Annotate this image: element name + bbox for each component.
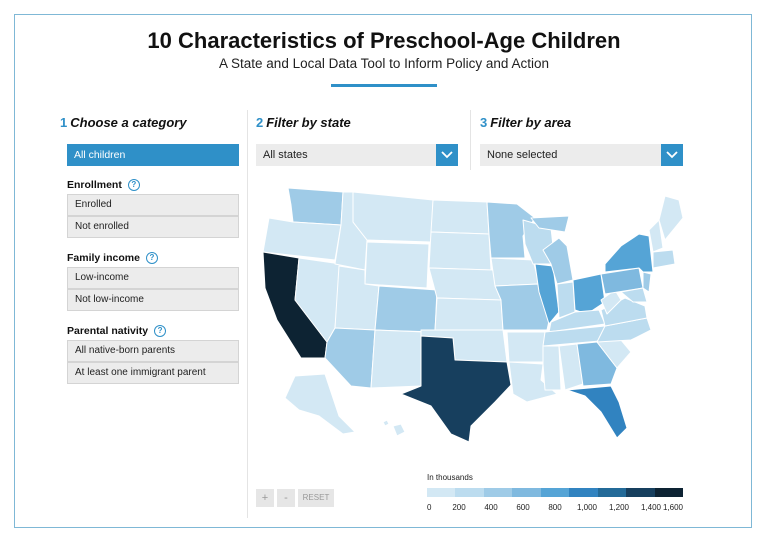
- category-not-enrolled-button[interactable]: Not enrolled: [67, 216, 239, 238]
- state-minnesota[interactable]: [486, 201, 536, 259]
- state-kansas[interactable]: [434, 297, 504, 331]
- column-divider: [470, 110, 471, 170]
- state-texas[interactable]: [400, 335, 512, 443]
- legend-tick-label: 400: [484, 503, 498, 512]
- legend-swatch: [455, 488, 484, 497]
- step-number: 3: [480, 115, 488, 130]
- step-label: Choose a category: [70, 115, 187, 130]
- step-filter-area: 3 Filter by area: [480, 115, 571, 130]
- legend-tick-label: 1,200: [608, 503, 630, 512]
- help-icon[interactable]: ?: [145, 252, 158, 265]
- legend-swatch: [626, 488, 655, 497]
- step-filter-state: 2 Filter by state: [256, 115, 351, 130]
- help-icon[interactable]: ?: [154, 325, 167, 338]
- title-underline: [331, 84, 437, 87]
- legend-swatch: [654, 488, 683, 497]
- state-florida[interactable]: [566, 385, 628, 439]
- legend-swatch: [569, 488, 598, 497]
- column-divider: [247, 110, 248, 518]
- legend-swatch: [540, 488, 570, 497]
- category-low-income-button[interactable]: Low-income: [67, 267, 239, 289]
- tool-frame: [14, 14, 752, 528]
- legend-caption: In thousands: [427, 473, 473, 482]
- legend-tick-label: 1,000: [576, 503, 598, 512]
- state-illinois[interactable]: [534, 263, 560, 325]
- state-new-hampshire[interactable]: [648, 219, 664, 253]
- zoom-in-button[interactable]: +: [256, 489, 274, 507]
- zoom-reset-button[interactable]: RESET: [298, 489, 334, 507]
- legend-tick-label: 600: [516, 503, 530, 512]
- chevron-down-icon[interactable]: [661, 144, 683, 166]
- enrollment-heading: Enrollment?: [67, 179, 140, 192]
- legend-swatch: [483, 488, 513, 497]
- group-label: Family income: [67, 252, 140, 264]
- state-colorado[interactable]: [374, 285, 438, 333]
- state-montana[interactable]: [352, 191, 434, 243]
- us-choropleth-map[interactable]: [255, 180, 685, 445]
- state-ohio[interactable]: [572, 273, 606, 315]
- step-choose-category: 1 Choose a category: [60, 115, 187, 130]
- legend-color-scale: [427, 488, 683, 497]
- zoom-out-button[interactable]: -: [277, 489, 295, 507]
- area-select-value: None selected: [487, 149, 558, 161]
- state-massachusetts[interactable]: [652, 249, 676, 269]
- legend-tick-label: 0: [427, 503, 432, 512]
- legend-tick-label: 1,600: [662, 503, 683, 512]
- legend-swatch: [512, 488, 541, 497]
- step-number: 1: [60, 115, 68, 130]
- state-north-dakota[interactable]: [430, 199, 490, 235]
- state-washington[interactable]: [287, 187, 344, 226]
- state-georgia[interactable]: [576, 341, 618, 387]
- state-new-jersey[interactable]: [642, 271, 652, 293]
- state-kentucky[interactable]: [548, 309, 606, 333]
- state-maryland[interactable]: [620, 287, 648, 303]
- state-select[interactable]: All states: [256, 144, 458, 166]
- state-new-mexico[interactable]: [370, 329, 426, 389]
- state-wyoming[interactable]: [364, 241, 430, 289]
- legend-tick-label: 200: [452, 503, 466, 512]
- category-immigrant-parent-button[interactable]: At least one immigrant parent: [67, 362, 239, 384]
- category-all-children-button[interactable]: All children: [67, 144, 239, 166]
- page-title: 10 Characteristics of Preschool-Age Chil…: [147, 28, 621, 53]
- step-label: Filter by area: [490, 115, 572, 130]
- state-arizona[interactable]: [324, 327, 376, 389]
- state-select-value: All states: [263, 149, 308, 161]
- category-enrolled-button[interactable]: Enrolled: [67, 194, 239, 216]
- help-icon[interactable]: ?: [127, 179, 140, 192]
- page-subtitle: A State and Local Data Tool to Inform Po…: [219, 56, 549, 71]
- group-label: Enrollment: [67, 179, 122, 191]
- state-hawaii[interactable]: [382, 419, 406, 437]
- area-select[interactable]: None selected: [480, 144, 683, 166]
- legend-swatch: [427, 488, 456, 497]
- step-label: Filter by state: [266, 115, 351, 130]
- state-alaska[interactable]: [284, 373, 356, 435]
- state-new-york[interactable]: [604, 233, 654, 273]
- category-not-low-income-button[interactable]: Not low-income: [67, 289, 239, 311]
- state-mississippi[interactable]: [542, 345, 562, 391]
- legend-tick-label: 1,400: [640, 503, 662, 512]
- parental-nativity-heading: Parental nativity?: [67, 325, 167, 338]
- family-income-heading: Family income?: [67, 252, 158, 265]
- group-label: Parental nativity: [67, 325, 149, 337]
- legend-swatch: [597, 488, 627, 497]
- category-native-born-button[interactable]: All native-born parents: [67, 340, 239, 362]
- chevron-down-icon[interactable]: [436, 144, 458, 166]
- state-maine[interactable]: [658, 195, 684, 241]
- legend-tick-label: 800: [548, 503, 562, 512]
- state-nebraska[interactable]: [428, 267, 502, 301]
- state-arkansas[interactable]: [506, 331, 546, 363]
- state-south-dakota[interactable]: [428, 231, 492, 271]
- step-number: 2: [256, 115, 264, 130]
